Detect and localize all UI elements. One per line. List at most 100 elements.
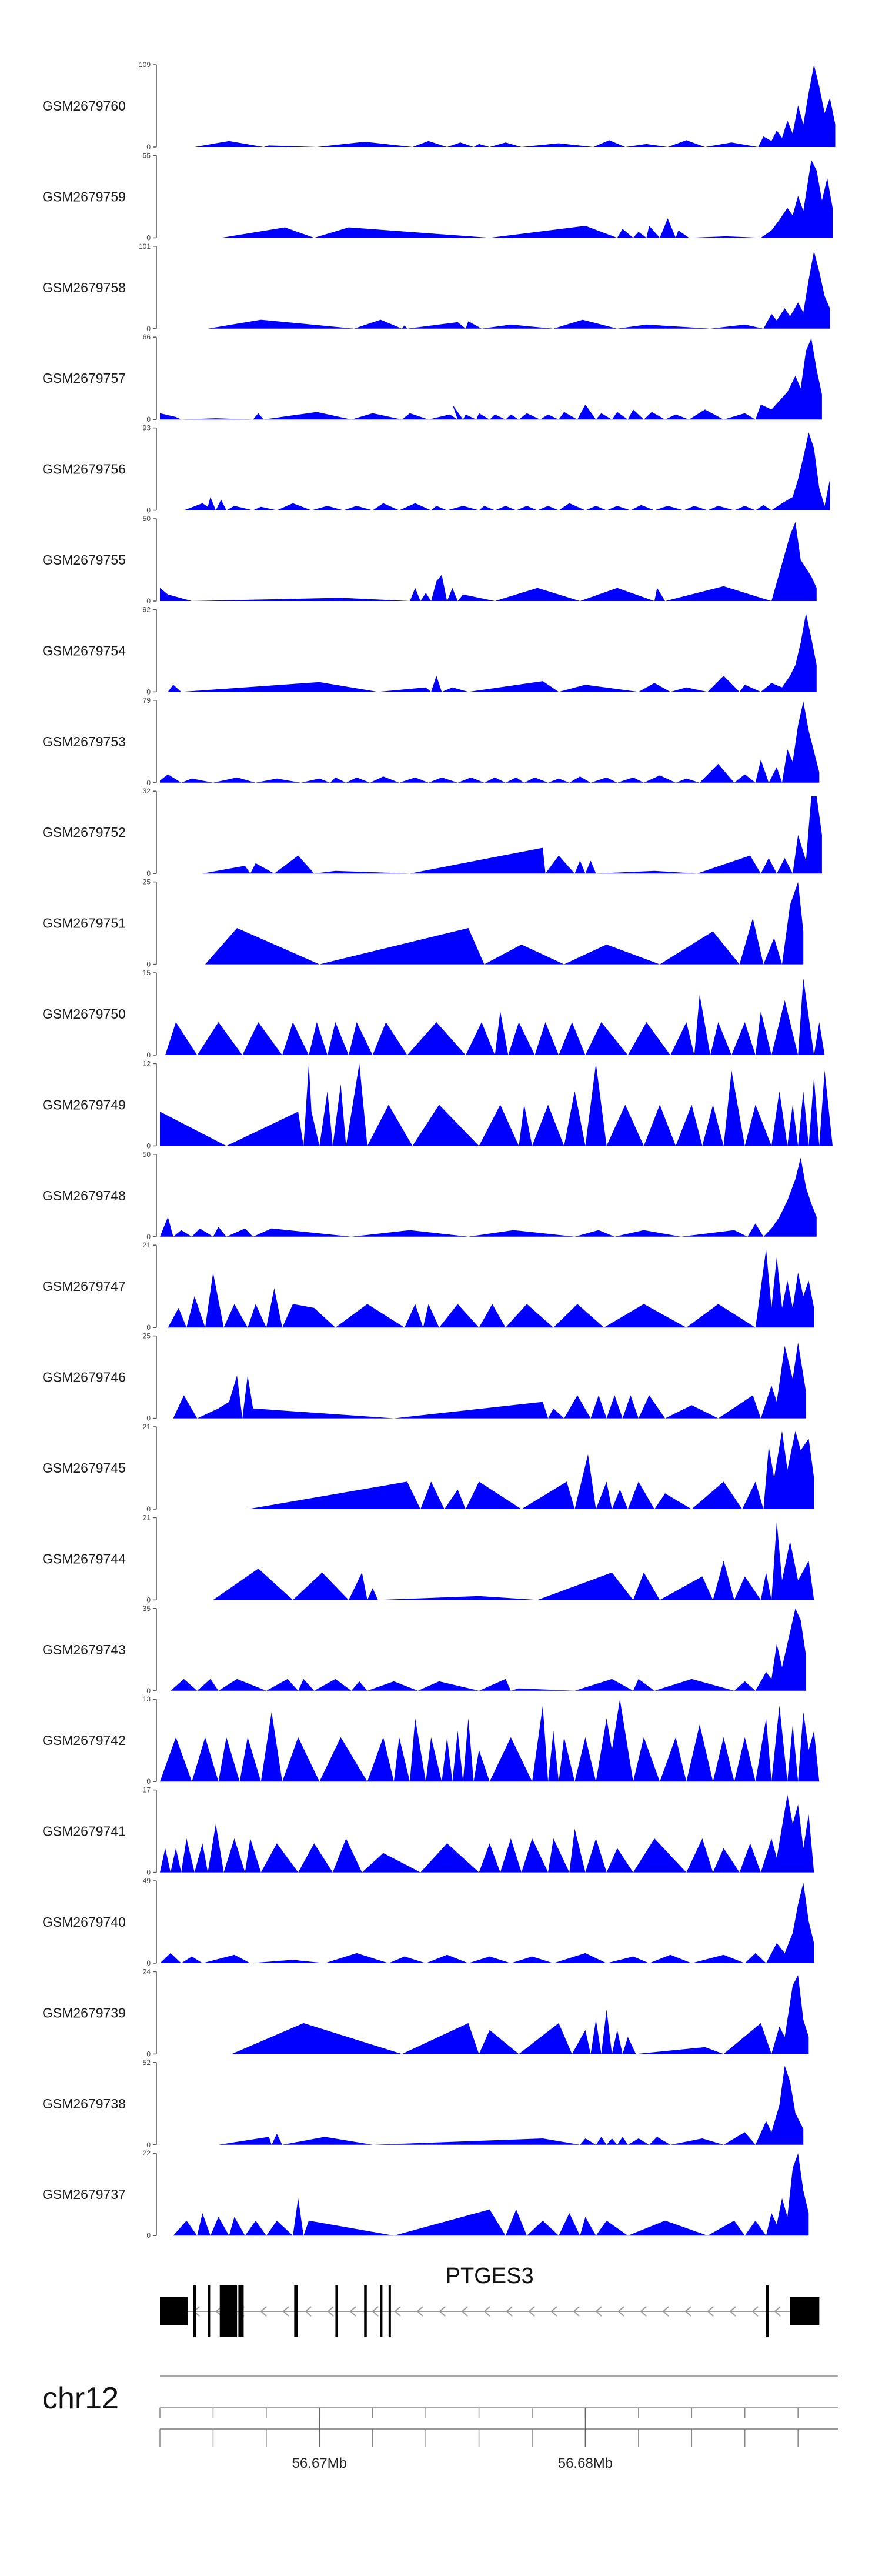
- y-tick-label-max: 66: [143, 333, 151, 341]
- track-GSM2679738: GSM2679738 52 0: [42, 2058, 804, 2149]
- track-label: GSM2679755: [42, 552, 126, 568]
- y-tick-label-max: 52: [143, 2058, 151, 2067]
- exon: [380, 2285, 383, 2337]
- track-label: GSM2679738: [42, 2096, 126, 2111]
- track-GSM2679751: GSM2679751 25 0: [42, 878, 804, 969]
- coverage-area: [221, 160, 833, 238]
- track-GSM2679757: GSM2679757 66 0: [42, 333, 822, 423]
- y-tick-label-min: 0: [146, 325, 151, 333]
- strand-chevron: [305, 2306, 312, 2317]
- strand-chevron: [439, 2306, 446, 2317]
- gene-name-label: PTGES3: [446, 2264, 534, 2288]
- strand-chevron: [595, 2306, 602, 2317]
- coverage-area: [194, 65, 836, 147]
- y-tick-label-min: 0: [146, 597, 151, 605]
- y-tick-label-max: 92: [143, 605, 151, 613]
- track-label: GSM2679740: [42, 1914, 126, 1930]
- y-tick-label-min: 0: [146, 1596, 151, 1604]
- y-tick-label-max: 25: [143, 1332, 151, 1340]
- coverage-area: [160, 1063, 833, 1146]
- y-tick-label-min: 0: [146, 1868, 151, 1877]
- y-tick-label-min: 0: [146, 779, 151, 787]
- strand-chevron: [729, 2306, 736, 2317]
- strand-chevron: [751, 2306, 759, 2317]
- strand-chevron: [774, 2306, 781, 2317]
- coverage-area: [213, 1521, 814, 1600]
- coverage-area: [248, 1430, 814, 1509]
- track-label: GSM2679746: [42, 1370, 126, 1385]
- track-label: GSM2679741: [42, 1824, 126, 1839]
- y-tick-label-max: 25: [143, 878, 151, 886]
- y-tick-label-max: 79: [143, 696, 151, 705]
- coverage-area: [160, 522, 817, 601]
- track-label: GSM2679745: [42, 1460, 126, 1476]
- y-tick-label-max: 49: [143, 1877, 151, 1885]
- strand-chevron: [416, 2306, 423, 2317]
- y-tick-label-min: 0: [146, 1233, 151, 1241]
- track-GSM2679747: GSM2679747 21 0: [42, 1241, 814, 1332]
- exon: [193, 2285, 196, 2337]
- strand-chevron: [327, 2306, 334, 2317]
- strand-chevron: [573, 2306, 580, 2317]
- track-label: GSM2679748: [42, 1188, 126, 1203]
- axis-tick-label: 56.68Mb: [558, 2455, 613, 2471]
- strand-chevron: [617, 2306, 624, 2317]
- track-label: GSM2679737: [42, 2187, 126, 2202]
- strand-chevron: [282, 2306, 289, 2317]
- strand-chevron: [550, 2306, 557, 2317]
- strand-chevron: [506, 2306, 513, 2317]
- coverage-area: [183, 432, 830, 510]
- track-GSM2679743: GSM2679743 35 0: [42, 1604, 806, 1695]
- y-tick-label-min: 0: [146, 2141, 151, 2149]
- track-label: GSM2679751: [42, 916, 126, 931]
- y-tick-label-max: 93: [143, 424, 151, 432]
- coverage-area: [202, 796, 822, 874]
- y-tick-label-max: 17: [143, 1786, 151, 1794]
- strand-chevron: [461, 2306, 468, 2317]
- y-tick-label-max: 101: [139, 242, 151, 251]
- track-label: GSM2679757: [42, 371, 126, 386]
- track-label: GSM2679758: [42, 280, 126, 295]
- y-tick-label-min: 0: [146, 1777, 151, 1786]
- coverage-area: [160, 338, 822, 420]
- strand-chevron: [684, 2306, 691, 2317]
- strand-chevron: [349, 2306, 356, 2317]
- exon: [219, 2285, 238, 2337]
- track-label: GSM2679760: [42, 98, 126, 114]
- y-tick-label-max: 50: [143, 515, 151, 523]
- track-GSM2679748: GSM2679748 50 0: [42, 1150, 817, 1241]
- track-GSM2679760: GSM2679760 109 0: [42, 61, 836, 151]
- y-tick-label-min: 0: [146, 143, 151, 151]
- coverage-area: [160, 1699, 820, 1782]
- track-label: GSM2679754: [42, 643, 126, 658]
- track-GSM2679758: GSM2679758 101 0: [42, 242, 830, 333]
- track-GSM2679749: GSM2679749 12 0: [42, 1059, 833, 1150]
- exon: [294, 2285, 298, 2337]
- track-GSM2679740: GSM2679740 49 0: [42, 1877, 814, 1967]
- y-tick-label-min: 0: [146, 506, 151, 515]
- chromosome-label: chr12: [42, 2381, 119, 2415]
- track-label: GSM2679756: [42, 462, 126, 477]
- track-label: GSM2679739: [42, 2005, 126, 2020]
- y-tick-label-max: 35: [143, 1604, 151, 1613]
- track-GSM2679739: GSM2679739 24 0: [42, 1967, 809, 2058]
- track-GSM2679741: GSM2679741 17 0: [42, 1786, 814, 1877]
- exon: [790, 2297, 820, 2325]
- track-label: GSM2679759: [42, 189, 126, 204]
- y-tick-label-min: 0: [146, 1959, 151, 1967]
- track-label: GSM2679744: [42, 1551, 126, 1566]
- track-label: GSM2679752: [42, 825, 126, 840]
- strand-chevron: [707, 2306, 714, 2317]
- track-GSM2679744: GSM2679744 21 0: [42, 1513, 814, 1604]
- track-GSM2679737: GSM2679737 22 0: [42, 2149, 809, 2240]
- y-tick-label-max: 50: [143, 1150, 151, 1159]
- track-label: GSM2679753: [42, 734, 126, 749]
- track-GSM2679746: GSM2679746 25 0: [42, 1332, 806, 1423]
- y-tick-label-min: 0: [146, 1051, 151, 1059]
- exon: [766, 2285, 769, 2337]
- y-tick-label-min: 0: [146, 1505, 151, 1513]
- coverage-area: [171, 1608, 806, 1691]
- coverage-area: [160, 701, 820, 783]
- y-tick-label-max: 55: [143, 151, 151, 159]
- y-tick-label-max: 12: [143, 1059, 151, 1067]
